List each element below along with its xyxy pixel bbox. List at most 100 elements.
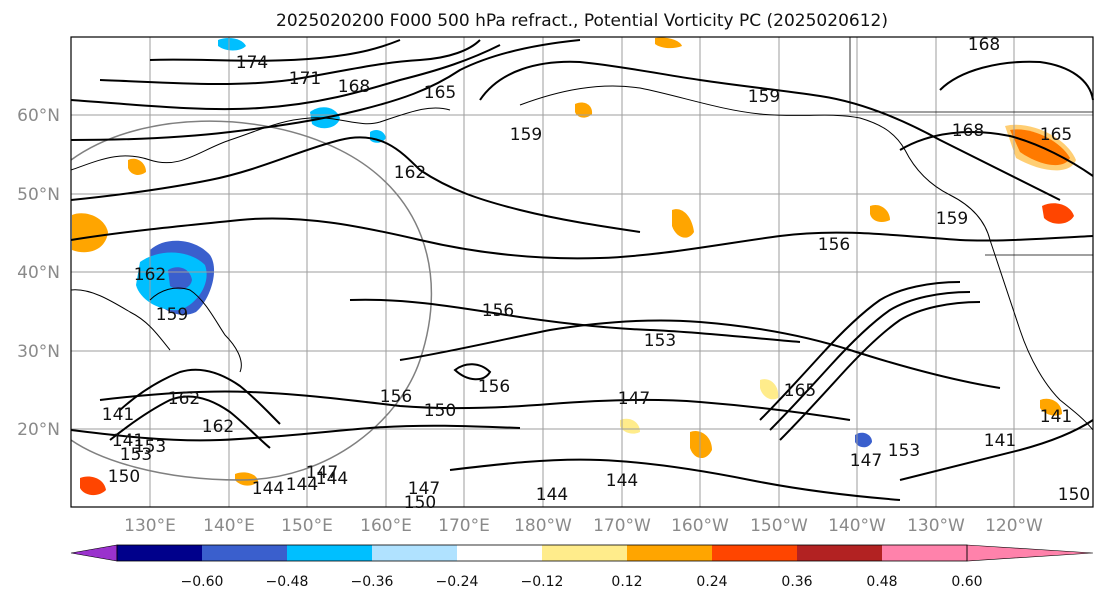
colorbar-tick-label: 0.24 (696, 574, 727, 590)
contour-label: 153 (120, 445, 152, 465)
contour-label: 168 (952, 121, 984, 141)
longitude-labels: 130°E 140°E 150°E 160°E 170°E 180°W 170°… (124, 516, 1043, 536)
lon-label-160e: 160°E (360, 516, 412, 536)
contour-label: 150 (108, 467, 140, 487)
colorbar-swatch (712, 545, 797, 561)
lat-label-50n: 50°N (17, 185, 60, 205)
pv-negative-area (218, 38, 246, 51)
pv-positive-area (72, 213, 108, 253)
lon-label-140e: 140°E (203, 516, 255, 536)
contour-label: 162 (134, 265, 166, 285)
contour-165 (70, 39, 581, 141)
contour-label: 147 (850, 451, 882, 471)
contour-label: 156 (380, 387, 412, 407)
contour-label: 159 (936, 209, 968, 229)
colorbar-tick-label: −0.36 (351, 574, 394, 590)
gridlines (71, 37, 1093, 507)
lon-label-160w: 160°W (671, 516, 729, 536)
lat-label-20n: 20°N (17, 420, 60, 440)
contour-label: 150 (1058, 485, 1090, 505)
colorbar-swatch (287, 545, 372, 561)
pv-positive-area (235, 472, 258, 486)
contour-label: 153 (644, 331, 676, 351)
contour-141 (899, 419, 1094, 481)
coastline-japan (149, 287, 242, 373)
pv-positive-area (672, 209, 694, 238)
colorbar: −0.60 −0.48 −0.36 −0.24 −0.12 0.12 0.24 … (70, 544, 1094, 590)
coastline-alaska (519, 85, 991, 241)
colorbar-tick-label: −0.48 (266, 574, 309, 590)
contour-jet-2 (769, 291, 971, 431)
contour-label: 153 (888, 441, 920, 461)
colorbar-frame (116, 544, 968, 562)
lat-label-60n: 60°N (17, 106, 60, 126)
colorbar-tick-label: −0.24 (436, 574, 479, 590)
contour-label: 150 (404, 493, 436, 513)
contour-156b (349, 298, 801, 343)
map-title: 2025020200 F000 500 hPa refract., Potent… (276, 11, 888, 31)
lat-label-40n: 40°N (17, 263, 60, 283)
pv-positive-area (1040, 398, 1062, 416)
contour-168 (70, 44, 501, 111)
contour-label: 147 (306, 463, 338, 483)
pv-negative-area (168, 267, 192, 290)
colorbar-swatch (457, 545, 542, 561)
contour-label: 168 (968, 35, 1000, 55)
contour-label: 144 (286, 475, 318, 495)
contour-label: 159 (510, 125, 542, 145)
pv-positive-area (80, 476, 106, 496)
coastline-north-america (989, 239, 1094, 431)
contour-label: 144 (606, 471, 638, 491)
colorbar-tick-label: 0.48 (866, 574, 897, 590)
colorbar-tick-label: 0.12 (611, 574, 642, 590)
coastline-korea (70, 289, 171, 351)
contour-jet-3 (779, 301, 981, 441)
contour-label: 144 (536, 485, 568, 505)
pv-negative-area (855, 432, 872, 448)
contour-label: 144 (252, 479, 284, 499)
contour-162-west (119, 368, 281, 425)
contour-label: 165 (424, 83, 456, 103)
contour-168-east-b (899, 131, 1094, 177)
colorbar-extend-low (70, 544, 118, 562)
contour-168-east (939, 60, 1094, 101)
colorbar-tick-label: 0.36 (781, 574, 812, 590)
colorbar-tick-label: 0.60 (951, 574, 982, 590)
contour-jet-1 (759, 281, 961, 421)
pv-positive-area (655, 37, 682, 49)
contour-labels: 174 171 168 165 168 159 159 168 165 162 … (102, 35, 1090, 513)
contour-label: 168 (338, 77, 370, 97)
contour-174 (149, 39, 401, 62)
pv-positive-area (760, 379, 779, 400)
lon-label-170e: 170°E (438, 516, 490, 536)
contour-label: 156 (478, 377, 510, 397)
colorbar-swatch (882, 545, 967, 561)
contour-147 (70, 424, 521, 442)
contour-label: 162 (202, 417, 234, 437)
pv-positive-area (575, 102, 593, 118)
colorbar-swatch (797, 545, 882, 561)
border-canada-alaska (849, 37, 1093, 113)
contour-label: 144 (316, 469, 348, 489)
contour-156 (70, 217, 1094, 260)
latitude-labels: 60°N 50°N 40°N 30°N 20°N (17, 106, 60, 440)
contour-label: 162 (168, 389, 200, 409)
lon-label-170w: 170°W (593, 516, 651, 536)
map-panel: 174 171 168 165 168 159 159 168 165 162 … (70, 35, 1094, 513)
contour-label: 141 (102, 405, 134, 425)
contour-150 (99, 390, 851, 421)
contour-label: 174 (236, 53, 268, 73)
contour-label: 141 (984, 431, 1016, 451)
contour-label: 141 (112, 431, 144, 451)
contour-label: 159 (748, 87, 780, 107)
colorbar-swatch (627, 545, 712, 561)
contour-label: 153 (134, 437, 166, 457)
lon-label-150e: 150°E (281, 516, 333, 536)
contour-label: 171 (289, 69, 321, 89)
contour-label: 159 (156, 305, 188, 325)
colorbar-swatch (202, 545, 287, 561)
colorbar-swatch (372, 545, 457, 561)
refractivity-contours (70, 39, 1094, 501)
pv-positive-area (1042, 203, 1074, 224)
